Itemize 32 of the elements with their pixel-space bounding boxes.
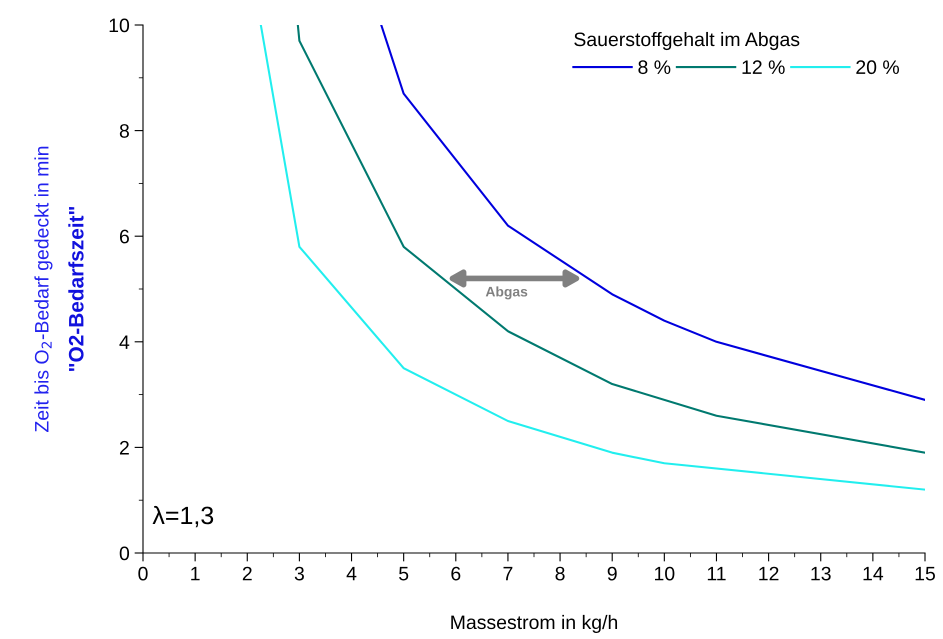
x-tick-label: 2 xyxy=(242,566,252,580)
legend-title: Sauerstoffgehalt im Abgas xyxy=(574,32,800,50)
x-tick-label: 1 xyxy=(191,566,200,580)
annotation: λ=1,3 xyxy=(152,506,214,528)
y-axis-title: Zeit bis O$_{2}$-Bedarf gedeckt in min xyxy=(34,146,52,432)
x-tick-label: 12 xyxy=(759,566,778,580)
legend-label: 12 % xyxy=(742,60,785,74)
x-axis-title: Massestrom in kg/h xyxy=(451,614,618,633)
x-tick-label: 0 xyxy=(138,566,148,580)
x-tick-label: 15 xyxy=(916,566,935,580)
x-tick-label: 5 xyxy=(399,566,408,580)
x-tick-label: 4 xyxy=(346,566,356,580)
y-tick-label: 10 xyxy=(110,18,130,32)
x-tick-label: 9 xyxy=(608,566,617,580)
line-series xyxy=(380,25,925,401)
text: "O2-Bedarfszeit" xyxy=(68,206,84,372)
y-tick-label: 0 xyxy=(120,546,130,560)
y-tick-label: 8 xyxy=(120,124,129,138)
y-tick-label: 4 xyxy=(119,335,130,349)
x-tick-label: 6 xyxy=(451,566,460,580)
annotation: Abgas xyxy=(486,286,528,300)
legend-label: 20 % xyxy=(856,60,899,74)
legend-label: 8 % xyxy=(638,60,670,74)
y-tick-label: 2 xyxy=(120,440,129,454)
x-tick-label: 8 xyxy=(556,566,565,580)
x-tick-label: 7 xyxy=(504,566,512,580)
x-tick-label: 11 xyxy=(708,566,726,580)
x-tick-label: 3 xyxy=(294,566,304,580)
y-tick-label: 6 xyxy=(120,230,129,244)
x-tick-label: 14 xyxy=(864,566,884,580)
x-tick-label: 13 xyxy=(811,566,831,580)
x-tick-label: 10 xyxy=(655,566,674,580)
